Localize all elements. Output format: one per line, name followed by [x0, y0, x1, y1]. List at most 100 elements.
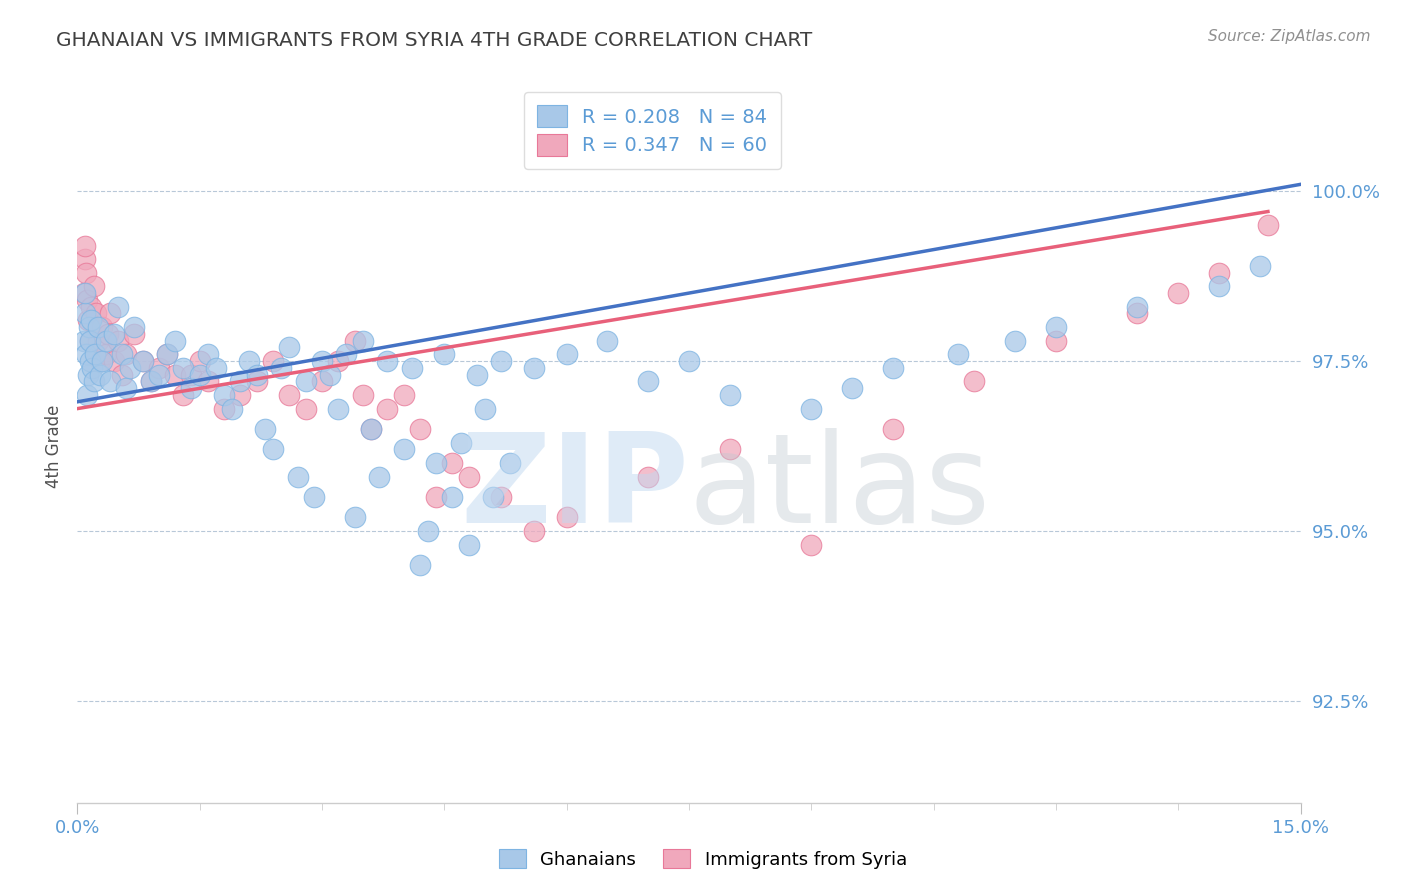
Point: [73, 334, 96, 348]
Point: [246, 375, 269, 389]
Point: [368, 469, 391, 483]
Point: [498, 456, 520, 470]
Point: [946, 347, 969, 361]
Point: [94, 347, 117, 361]
Point: [457, 469, 479, 483]
Point: [79, 334, 101, 348]
Point: [111, 347, 134, 361]
Point: [425, 456, 447, 470]
Point: [392, 442, 415, 457]
Point: [212, 388, 235, 402]
Point: [1167, 286, 1189, 301]
Point: [79, 354, 101, 368]
Point: [523, 360, 546, 375]
Point: [882, 360, 904, 375]
Text: ZIP: ZIP: [460, 428, 689, 549]
Text: atlas: atlas: [689, 428, 991, 549]
Point: [1126, 306, 1149, 320]
Point: [294, 401, 316, 416]
Point: [111, 368, 134, 382]
Point: [718, 388, 741, 402]
Point: [246, 368, 269, 382]
Point: [392, 388, 415, 402]
Point: [457, 537, 479, 551]
Point: [375, 354, 398, 368]
Point: [83, 279, 105, 293]
Point: [555, 347, 578, 361]
Point: [98, 306, 121, 320]
Point: [221, 401, 243, 416]
Point: [87, 320, 110, 334]
Point: [156, 347, 179, 361]
Point: [882, 422, 904, 436]
Point: [425, 490, 447, 504]
Point: [441, 490, 464, 504]
Point: [73, 252, 96, 266]
Point: [302, 490, 325, 504]
Point: [491, 354, 513, 368]
Legend: Ghanaians, Immigrants from Syria: Ghanaians, Immigrants from Syria: [492, 841, 914, 876]
Point: [253, 422, 276, 436]
Point: [103, 354, 125, 368]
Point: [229, 388, 252, 402]
Point: [360, 422, 382, 436]
Point: [75, 238, 97, 252]
Point: [165, 334, 187, 348]
Point: [474, 401, 496, 416]
Text: GHANAIAN VS IMMIGRANTS FROM SYRIA 4TH GRADE CORRELATION CHART: GHANAIAN VS IMMIGRANTS FROM SYRIA 4TH GR…: [56, 31, 813, 50]
Point: [718, 442, 741, 457]
Point: [1249, 259, 1271, 273]
Point: [77, 368, 100, 382]
Point: [1045, 320, 1067, 334]
Point: [433, 347, 456, 361]
Point: [278, 341, 301, 355]
Point: [165, 368, 187, 382]
Point: [212, 401, 235, 416]
Point: [360, 422, 382, 436]
Point: [1045, 334, 1067, 348]
Point: [450, 435, 472, 450]
Point: [188, 368, 211, 382]
Point: [107, 300, 129, 314]
Y-axis label: 4th Grade: 4th Grade: [45, 404, 63, 488]
Point: [84, 347, 107, 361]
Point: [80, 300, 103, 314]
Point: [1208, 279, 1230, 293]
Point: [343, 510, 366, 524]
Point: [180, 381, 202, 395]
Point: [75, 347, 97, 361]
Point: [238, 354, 260, 368]
Point: [94, 334, 117, 348]
Point: [89, 354, 111, 368]
Point: [1126, 300, 1149, 314]
Point: [148, 368, 170, 382]
Point: [76, 388, 98, 402]
Point: [103, 326, 125, 341]
Point: [98, 375, 121, 389]
Point: [596, 334, 619, 348]
Point: [441, 456, 464, 470]
Point: [352, 334, 374, 348]
Point: [343, 334, 366, 348]
Point: [491, 490, 513, 504]
Point: [115, 347, 138, 361]
Point: [131, 354, 153, 368]
Text: Source: ZipAtlas.com: Source: ZipAtlas.com: [1208, 29, 1371, 44]
Point: [131, 354, 153, 368]
Point: [637, 469, 659, 483]
Point: [335, 347, 357, 361]
Point: [84, 306, 107, 320]
Point: [294, 375, 316, 389]
Point: [76, 293, 98, 307]
Point: [90, 320, 112, 334]
Point: [77, 320, 100, 334]
Point: [139, 375, 162, 389]
Point: [180, 368, 202, 382]
Point: [148, 360, 170, 375]
Point: [197, 375, 219, 389]
Point: [800, 537, 823, 551]
Point: [197, 347, 219, 361]
Point: [90, 354, 112, 368]
Point: [73, 306, 96, 320]
Point: [115, 381, 138, 395]
